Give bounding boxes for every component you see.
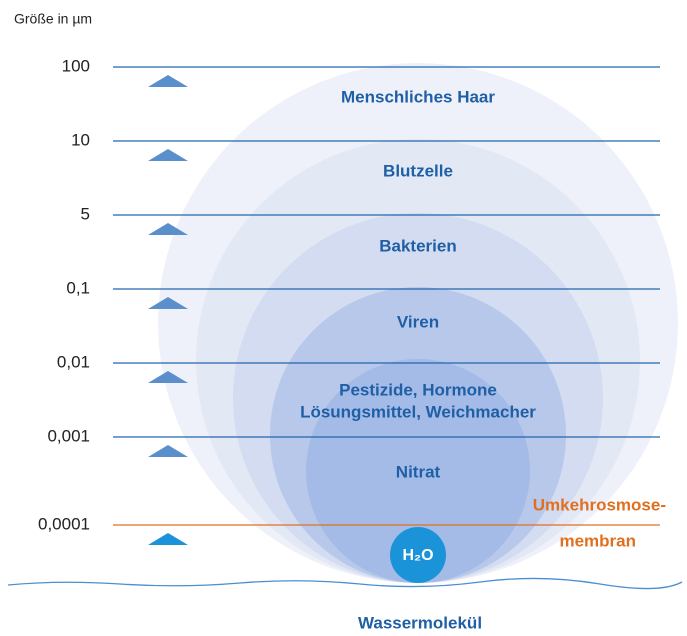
molecule-label: Wassermolekül xyxy=(358,613,482,632)
marker xyxy=(148,297,188,309)
ground-line xyxy=(7,577,683,590)
marker xyxy=(148,533,188,545)
level-label: 0,1 xyxy=(66,278,90,297)
label: Nitrat xyxy=(396,462,441,481)
label: Viren xyxy=(397,312,439,331)
level-label: 0,001 xyxy=(47,426,90,445)
level-label: 0,0001 xyxy=(38,514,90,533)
label: Menschliches Haar xyxy=(341,87,495,106)
marker xyxy=(148,445,188,457)
level-label: 0,01 xyxy=(57,352,90,371)
label: Lösungsmittel, Weichmacher xyxy=(300,402,536,421)
level-label: 100 xyxy=(62,56,90,75)
label: Bakterien xyxy=(379,236,456,255)
levels: 100 10 5 0,1 0,01 0,001 0,0001 xyxy=(38,56,660,545)
label: Blutzelle xyxy=(383,161,453,180)
membrane-label: membran xyxy=(559,531,636,550)
axis-title: Größe in µm xyxy=(14,11,92,27)
level-label: 10 xyxy=(71,130,90,149)
marker xyxy=(148,223,188,235)
membrane-label: Umkehrosmose- xyxy=(533,495,666,514)
circle-nitrate xyxy=(306,359,530,583)
marker xyxy=(148,371,188,383)
label: Pestizide, Hormone xyxy=(339,380,497,399)
water-molecule xyxy=(390,527,446,583)
molecule-symbol: H₂O xyxy=(402,547,433,564)
marker xyxy=(148,75,188,87)
circles xyxy=(158,63,678,583)
level-label: 5 xyxy=(81,204,90,223)
marker xyxy=(148,149,188,161)
